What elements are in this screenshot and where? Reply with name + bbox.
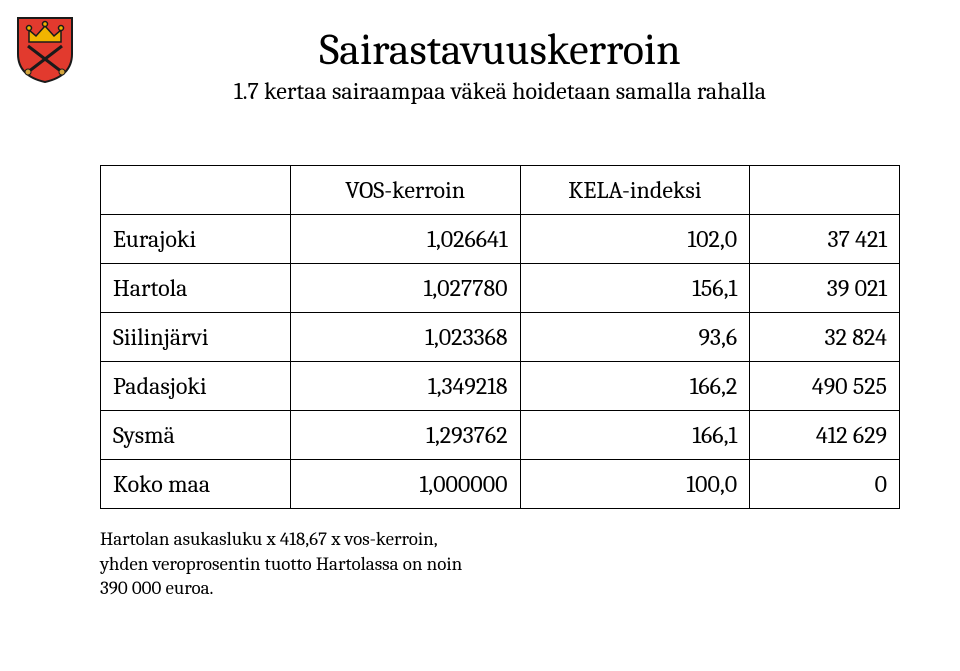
table-header-row: VOS-kerroin KELA-indeksi [101, 166, 900, 215]
page-title: Sairastavuuskerroin [100, 24, 900, 75]
cell-last: 37 421 [750, 215, 900, 264]
cell-last: 490 525 [750, 362, 900, 411]
cell-kela: 166,2 [520, 362, 750, 411]
page-subtitle: 1.7 kertaa sairaampaa väkeä hoidetaan sa… [100, 77, 900, 105]
table-row: Eurajoki 1,026641 102,0 37 421 [101, 215, 900, 264]
header-kela: KELA-indeksi [520, 166, 750, 215]
cell-vos: 1,000000 [290, 460, 520, 509]
header-blank [101, 166, 291, 215]
cell-last: 412 629 [750, 411, 900, 460]
footnote: Hartolan asukasluku x 418,67 x vos-kerro… [100, 527, 900, 601]
table-row: Koko maa 1,000000 100,0 0 [101, 460, 900, 509]
cell-kela: 102,0 [520, 215, 750, 264]
cell-vos: 1,023368 [290, 313, 520, 362]
cell-name: Hartola [101, 264, 291, 313]
municipal-logo [14, 14, 76, 84]
cell-last: 0 [750, 460, 900, 509]
data-table: VOS-kerroin KELA-indeksi Eurajoki 1,0266… [100, 165, 900, 509]
cell-name: Sysmä [101, 411, 291, 460]
cell-last: 32 824 [750, 313, 900, 362]
table-row: Padasjoki 1,349218 166,2 490 525 [101, 362, 900, 411]
footnote-line3: 390 000 euroa. [100, 577, 213, 599]
cell-vos: 1,026641 [290, 215, 520, 264]
cell-kela: 166,1 [520, 411, 750, 460]
footnote-line1: Hartolan asukasluku x 418,67 x vos-kerro… [100, 528, 438, 550]
cell-vos: 1,027780 [290, 264, 520, 313]
cell-name: Koko maa [101, 460, 291, 509]
table-row: Hartola 1,027780 156,1 39 021 [101, 264, 900, 313]
footnote-line2: yhden veroprosentin tuotto Hartolassa on… [100, 553, 462, 575]
cell-kela: 93,6 [520, 313, 750, 362]
cell-kela: 100,0 [520, 460, 750, 509]
table-row: Sysmä 1,293762 166,1 412 629 [101, 411, 900, 460]
cell-kela: 156,1 [520, 264, 750, 313]
cell-name: Padasjoki [101, 362, 291, 411]
cell-vos: 1,293762 [290, 411, 520, 460]
cell-vos: 1,349218 [290, 362, 520, 411]
table-row: Siilinjärvi 1,023368 93,6 32 824 [101, 313, 900, 362]
cell-name: Siilinjärvi [101, 313, 291, 362]
header-vos: VOS-kerroin [290, 166, 520, 215]
header-last [750, 166, 900, 215]
cell-name: Eurajoki [101, 215, 291, 264]
cell-last: 39 021 [750, 264, 900, 313]
